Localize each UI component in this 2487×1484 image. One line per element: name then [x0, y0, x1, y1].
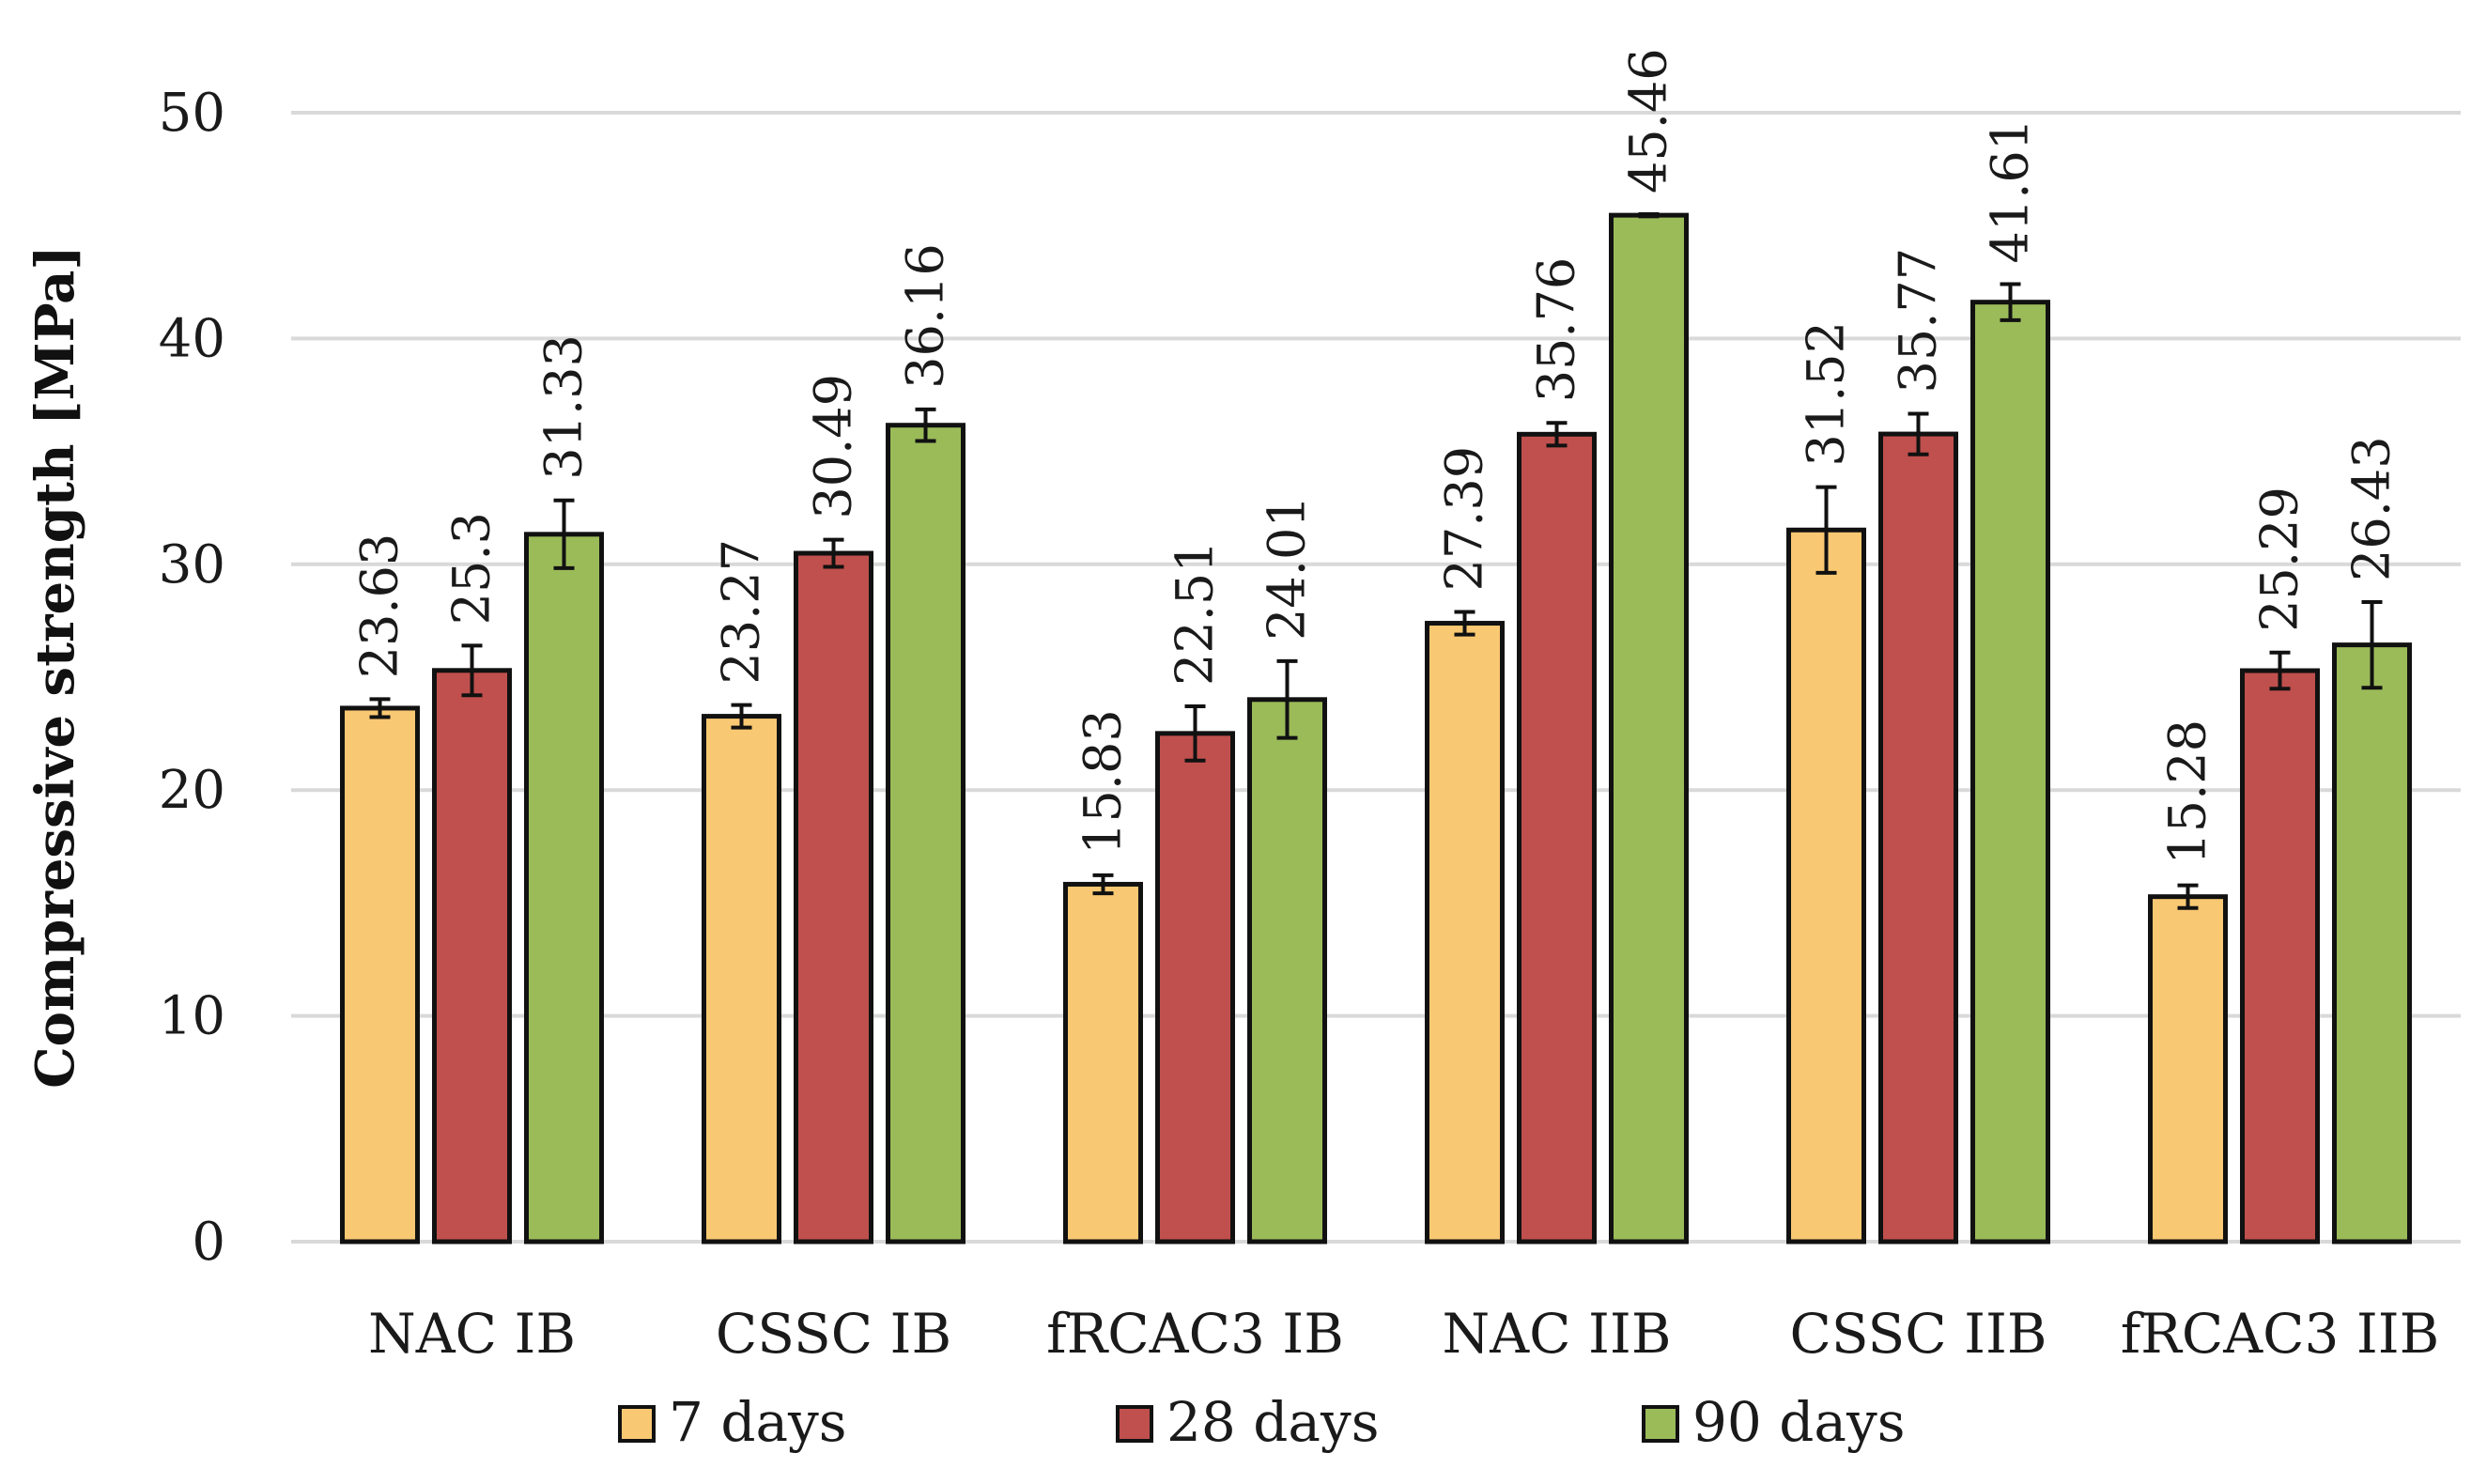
data-label: 36.16: [896, 243, 955, 389]
data-label: 22.51: [1166, 540, 1225, 686]
error-bar: [1546, 421, 1568, 448]
error-bar: [2361, 599, 2383, 690]
y-tick-label: 30: [159, 534, 225, 595]
bar-7-days-NAC-IIB: [1425, 621, 1505, 1244]
y-tick-label: 20: [159, 760, 225, 821]
data-label: 31.33: [534, 334, 594, 480]
data-label: 25.3: [442, 512, 502, 625]
data-labels: 23.63 25.3 31.33 23.27 30.49 36.16 15.83 22.51 2…: [350, 48, 2402, 864]
legend-item-90-days: 90 days: [1642, 1390, 1905, 1454]
data-label: 26.43: [2342, 436, 2402, 581]
data-label: 23.27: [712, 539, 771, 685]
bar-90-days-NAC-IIB: [1609, 212, 1689, 1244]
error-bar: [461, 643, 483, 698]
data-label: 41.61: [1981, 118, 2040, 264]
error-bar: [1184, 704, 1206, 763]
bar-7-days-CSSC-IIB: [1786, 527, 1866, 1244]
legend-swatch: [1116, 1405, 1153, 1443]
data-label: 45.46: [1619, 48, 1678, 193]
legend-label: 28 days: [1166, 1390, 1379, 1454]
x-category-label: CSSC IIB: [1789, 1302, 2047, 1366]
data-label: 30.49: [804, 374, 863, 519]
data-label: 35.77: [1889, 248, 1948, 394]
error-bar: [823, 537, 844, 569]
data-label: 35.76: [1527, 257, 1586, 403]
data-label: 27.39: [1435, 446, 1494, 592]
legend-label: 90 days: [1692, 1390, 1905, 1454]
error-bar: [2177, 883, 2199, 910]
x-category-label: fRCAC3 IB: [1046, 1302, 1344, 1366]
error-bar: [2269, 650, 2291, 691]
bar-7-days-CSSC-IB: [702, 714, 781, 1244]
legend-item-7-days: 7 days: [618, 1390, 847, 1454]
x-category-label: CSSC IB: [716, 1302, 951, 1366]
data-label: 23.63: [350, 533, 409, 679]
legend-label: 7 days: [669, 1390, 847, 1454]
bar-28-days-NAC-IB: [432, 668, 512, 1244]
error-bar: [1454, 610, 1475, 637]
bar-90-days-NAC-IB: [524, 532, 604, 1244]
bar-90-days-CSSC-IIB: [1970, 300, 2050, 1244]
bar-90-days-CSSC-IB: [886, 423, 965, 1244]
bar-7-days-fRCAC3-IIB: [2148, 894, 2228, 1244]
data-label: 24.01: [1258, 495, 1317, 641]
bar-28-days-fRCAC3-IIB: [2240, 668, 2320, 1244]
error-bar: [1092, 873, 1114, 896]
bar-7-days-NAC-IB: [340, 705, 420, 1244]
error-bar: [731, 703, 752, 730]
legend-item-28-days: 28 days: [1116, 1390, 1379, 1454]
bar-28-days-NAC-IIB: [1517, 431, 1597, 1244]
legend: 7 days 28 days 90 days: [618, 1390, 1905, 1454]
bar-28-days-CSSC-IB: [794, 550, 873, 1244]
y-axis-ticks: 0 10 20 30 40 50: [159, 83, 225, 1273]
data-label: 31.52: [1797, 321, 1856, 467]
error-bar: [915, 407, 936, 443]
x-axis-categories: NAC IB CSSC IB fRCAC3 IB NAC IIB CSSC IIB fRC…: [368, 1302, 2439, 1366]
error-bar: [2000, 282, 2021, 322]
x-category-label: NAC IIB: [1443, 1302, 1672, 1366]
data-label: 15.28: [2158, 719, 2217, 865]
data-label: 25.29: [2250, 487, 2309, 632]
y-tick-label: 40: [159, 308, 225, 369]
error-bar: [1908, 411, 1929, 456]
error-bars: [369, 211, 2383, 910]
error-bar: [1638, 211, 1660, 219]
bar-90-days-fRCAC3-IIB: [2332, 642, 2412, 1244]
legend-swatch: [1642, 1405, 1679, 1443]
bar-28-days-CSSC-IIB: [1878, 431, 1958, 1244]
x-category-label: fRCAC3 IIB: [2121, 1302, 2440, 1366]
bars: [340, 212, 2412, 1244]
error-bar: [1815, 485, 1837, 575]
legend-swatch: [618, 1405, 656, 1443]
y-axis-title: Compressive strength [MPa]: [24, 245, 86, 1089]
bar-90-days-fRCAC3-IB: [1247, 697, 1327, 1244]
bar-7-days-fRCAC3-IB: [1063, 881, 1143, 1244]
y-tick-label: 50: [159, 83, 225, 144]
error-bar: [553, 498, 575, 570]
x-category-label: NAC IB: [368, 1302, 576, 1366]
error-bar: [1276, 658, 1298, 740]
gridlines: [291, 111, 2461, 1244]
y-tick-label: 10: [159, 986, 225, 1047]
y-tick-label: 0: [192, 1212, 225, 1273]
data-label: 15.83: [1074, 709, 1133, 855]
error-bar: [369, 697, 391, 719]
bar-28-days-fRCAC3-IB: [1155, 731, 1235, 1244]
